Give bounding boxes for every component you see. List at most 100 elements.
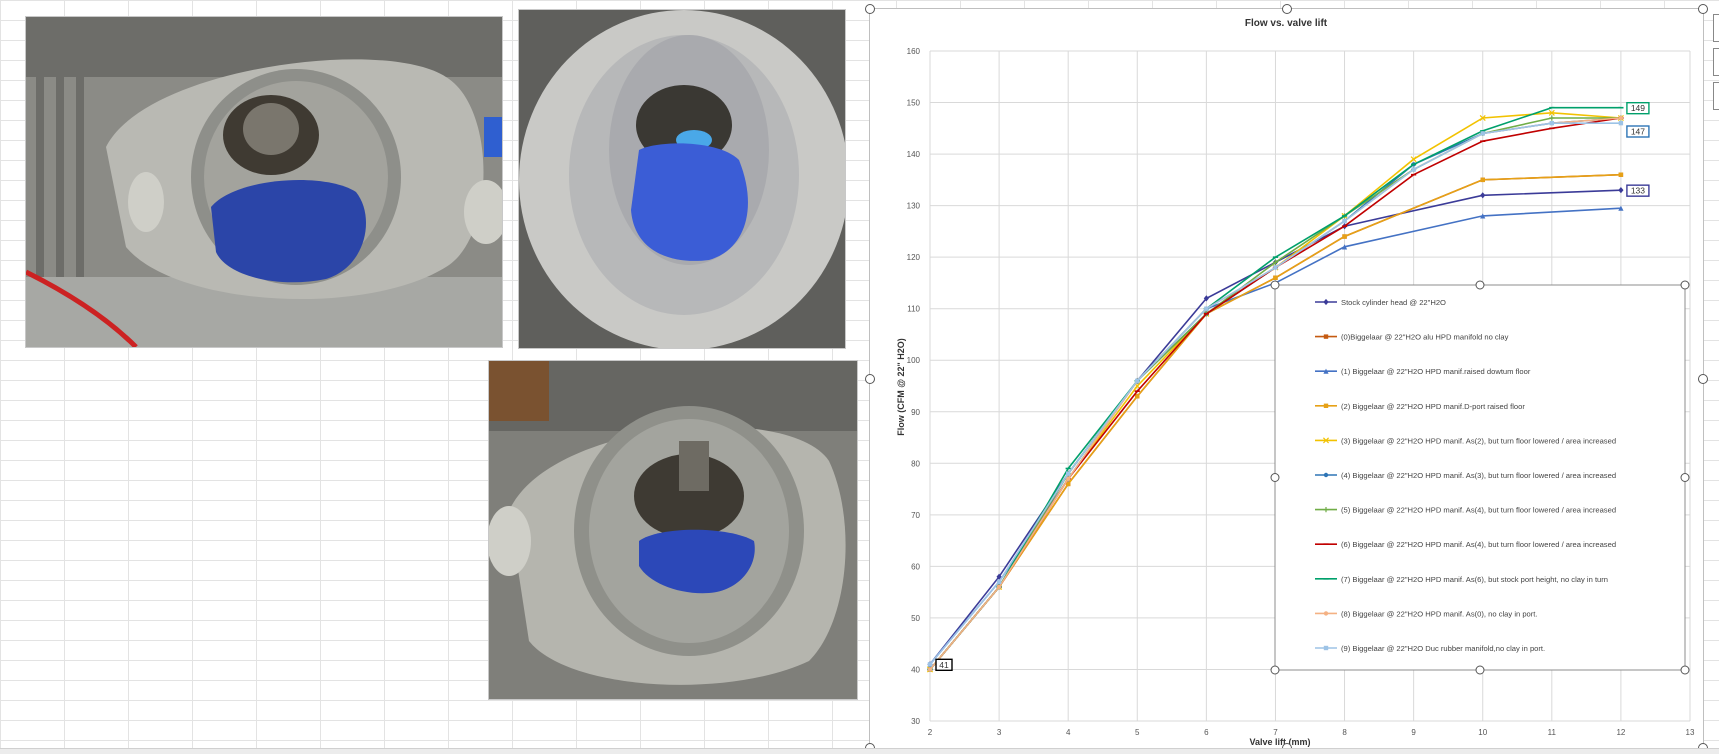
chart-resize-handle[interactable] [1698, 4, 1708, 14]
chart-title: Flow vs. valve lift [1245, 18, 1328, 29]
series-group [927, 120, 1624, 667]
data-point [1065, 471, 1071, 476]
chart-styles-button[interactable] [1713, 48, 1719, 76]
x-tick-label: 8 [1342, 728, 1347, 737]
legend-item: (7) Biggelaar @ 22"H2O HPD manif. As(6),… [1315, 575, 1608, 584]
data-point [996, 579, 1002, 585]
legend-resize-handle [1475, 280, 1485, 290]
chart-area[interactable]: Flow vs. valve lift Valve lift (mm) Flow… [869, 8, 1704, 750]
data-label: 133 [1631, 186, 1645, 196]
legend-label: (7) Biggelaar @ 22"H2O HPD manif. As(6),… [1341, 575, 1608, 584]
y-tick-label: 60 [911, 562, 920, 571]
data-point [927, 662, 933, 667]
data-point [1323, 403, 1329, 408]
x-tick-label: 10 [1478, 728, 1487, 737]
chart-resize-handle[interactable] [1282, 4, 1292, 14]
y-tick-label: 160 [907, 47, 921, 56]
data-point [1480, 213, 1486, 219]
data-point [1410, 156, 1417, 163]
data-point [1135, 394, 1140, 399]
data-point [1323, 368, 1329, 374]
y-tick-label: 40 [911, 665, 920, 674]
y-tick-label: 100 [907, 356, 921, 365]
data-point [1323, 611, 1329, 616]
photo-intake-port-3[interactable] [488, 360, 858, 700]
legend-label: (8) Biggelaar @ 22"H2O HPD manif. As(0),… [1341, 609, 1538, 618]
data-point [1480, 177, 1485, 183]
data-point [1618, 115, 1624, 121]
x-tick-label: 12 [1616, 728, 1625, 737]
data-point [1065, 476, 1071, 481]
data-point [1549, 115, 1555, 121]
data-point [1618, 120, 1624, 126]
legend-item: (4) Biggelaar @ 22"H2O HPD manif. As(3),… [1315, 471, 1616, 480]
legend-label: (1) Biggelaar @ 22"H2O HPD manif.raised … [1341, 367, 1531, 376]
data-point [1480, 131, 1485, 136]
data-point [1323, 334, 1329, 339]
data-label: 41 [939, 660, 949, 670]
legend-resize-handle [1270, 665, 1280, 675]
sheet-scrollbar[interactable] [0, 748, 1719, 754]
x-tick-label: 9 [1411, 728, 1416, 737]
legend-label: Stock cylinder head @ 22"H2O [1341, 298, 1446, 307]
x-tick-label: 11 [1548, 728, 1557, 737]
legend-resize-handle [1680, 473, 1690, 482]
legend-item: (0)Biggelaar @ 22"H2O alu HPD manifold n… [1315, 333, 1509, 342]
x-tick-label: 2 [928, 728, 933, 737]
legend-item: (3) Biggelaar @ 22"H2O HPD manif. As(2),… [1315, 436, 1616, 445]
photo-intake-port-2[interactable] [518, 9, 846, 349]
data-point [1322, 437, 1330, 444]
y-tick-label: 30 [911, 717, 920, 726]
data-point [1342, 218, 1347, 224]
legend-item: (5) Biggelaar @ 22"H2O HPD manif. As(4),… [1315, 506, 1616, 515]
data-point [1618, 205, 1624, 211]
legend-resize-handle [1270, 473, 1280, 482]
chart-elements-button[interactable] [1713, 14, 1719, 42]
chart-resize-handle[interactable] [865, 4, 875, 14]
x-tick-label: 3 [997, 728, 1002, 737]
data-point [1479, 114, 1486, 122]
data-point [1065, 481, 1071, 487]
data-point [1341, 244, 1348, 250]
data-point [1342, 234, 1347, 239]
photo-intake-port-1[interactable] [25, 16, 503, 348]
photo-intake-port-3-image [489, 361, 857, 699]
y-tick-label: 80 [911, 459, 920, 468]
data-point [1273, 275, 1278, 280]
y-tick-label: 90 [911, 408, 920, 417]
legend-item: (2) Biggelaar @ 22"H2O HPD manif.D-port … [1315, 402, 1525, 411]
data-point [1135, 378, 1140, 384]
legend-label: (6) Biggelaar @ 22"H2O HPD manif. As(4),… [1341, 540, 1616, 549]
data-point [1548, 109, 1555, 116]
legend-resize-handle [1680, 665, 1690, 675]
data-label-box [935, 658, 953, 672]
legend-resize-handle [1680, 280, 1690, 290]
data-point [1272, 259, 1279, 265]
chart-filters-button[interactable] [1713, 82, 1719, 110]
y-tick-label: 130 [907, 202, 921, 211]
x-tick-label: 4 [1066, 728, 1071, 737]
legend-label: (9) Biggelaar @ 22"H2O Duc rubber manifo… [1341, 644, 1545, 653]
data-point [927, 667, 933, 672]
x-tick-label: 6 [1204, 728, 1209, 737]
chart-resize-handle[interactable] [1698, 374, 1708, 384]
y-tick-label: 120 [907, 253, 921, 262]
chart-resize-handle[interactable] [865, 374, 875, 384]
y-tick-label: 50 [911, 614, 920, 623]
legend-item: (8) Biggelaar @ 22"H2O HPD manif. As(0),… [1315, 609, 1538, 618]
legend-label: (5) Biggelaar @ 22"H2O HPD manif. As(4),… [1341, 506, 1616, 515]
data-point [1323, 507, 1329, 513]
data-point [1204, 306, 1209, 311]
photo-intake-port-1-image [26, 17, 502, 347]
photo-intake-port-2-image [519, 10, 845, 348]
legend-resize-handle [1475, 665, 1485, 675]
legend-item: (6) Biggelaar @ 22"H2O HPD manif. As(4),… [1315, 540, 1616, 549]
x-tick-label: 7 [1273, 728, 1278, 737]
data-point [1480, 192, 1486, 199]
y-tick-label: 140 [907, 150, 921, 159]
data-label-box [1626, 125, 1650, 138]
y-tick-label: 150 [907, 99, 921, 108]
data-point [1323, 645, 1329, 651]
data-point [996, 584, 1002, 590]
y-tick-label: 110 [907, 305, 920, 314]
